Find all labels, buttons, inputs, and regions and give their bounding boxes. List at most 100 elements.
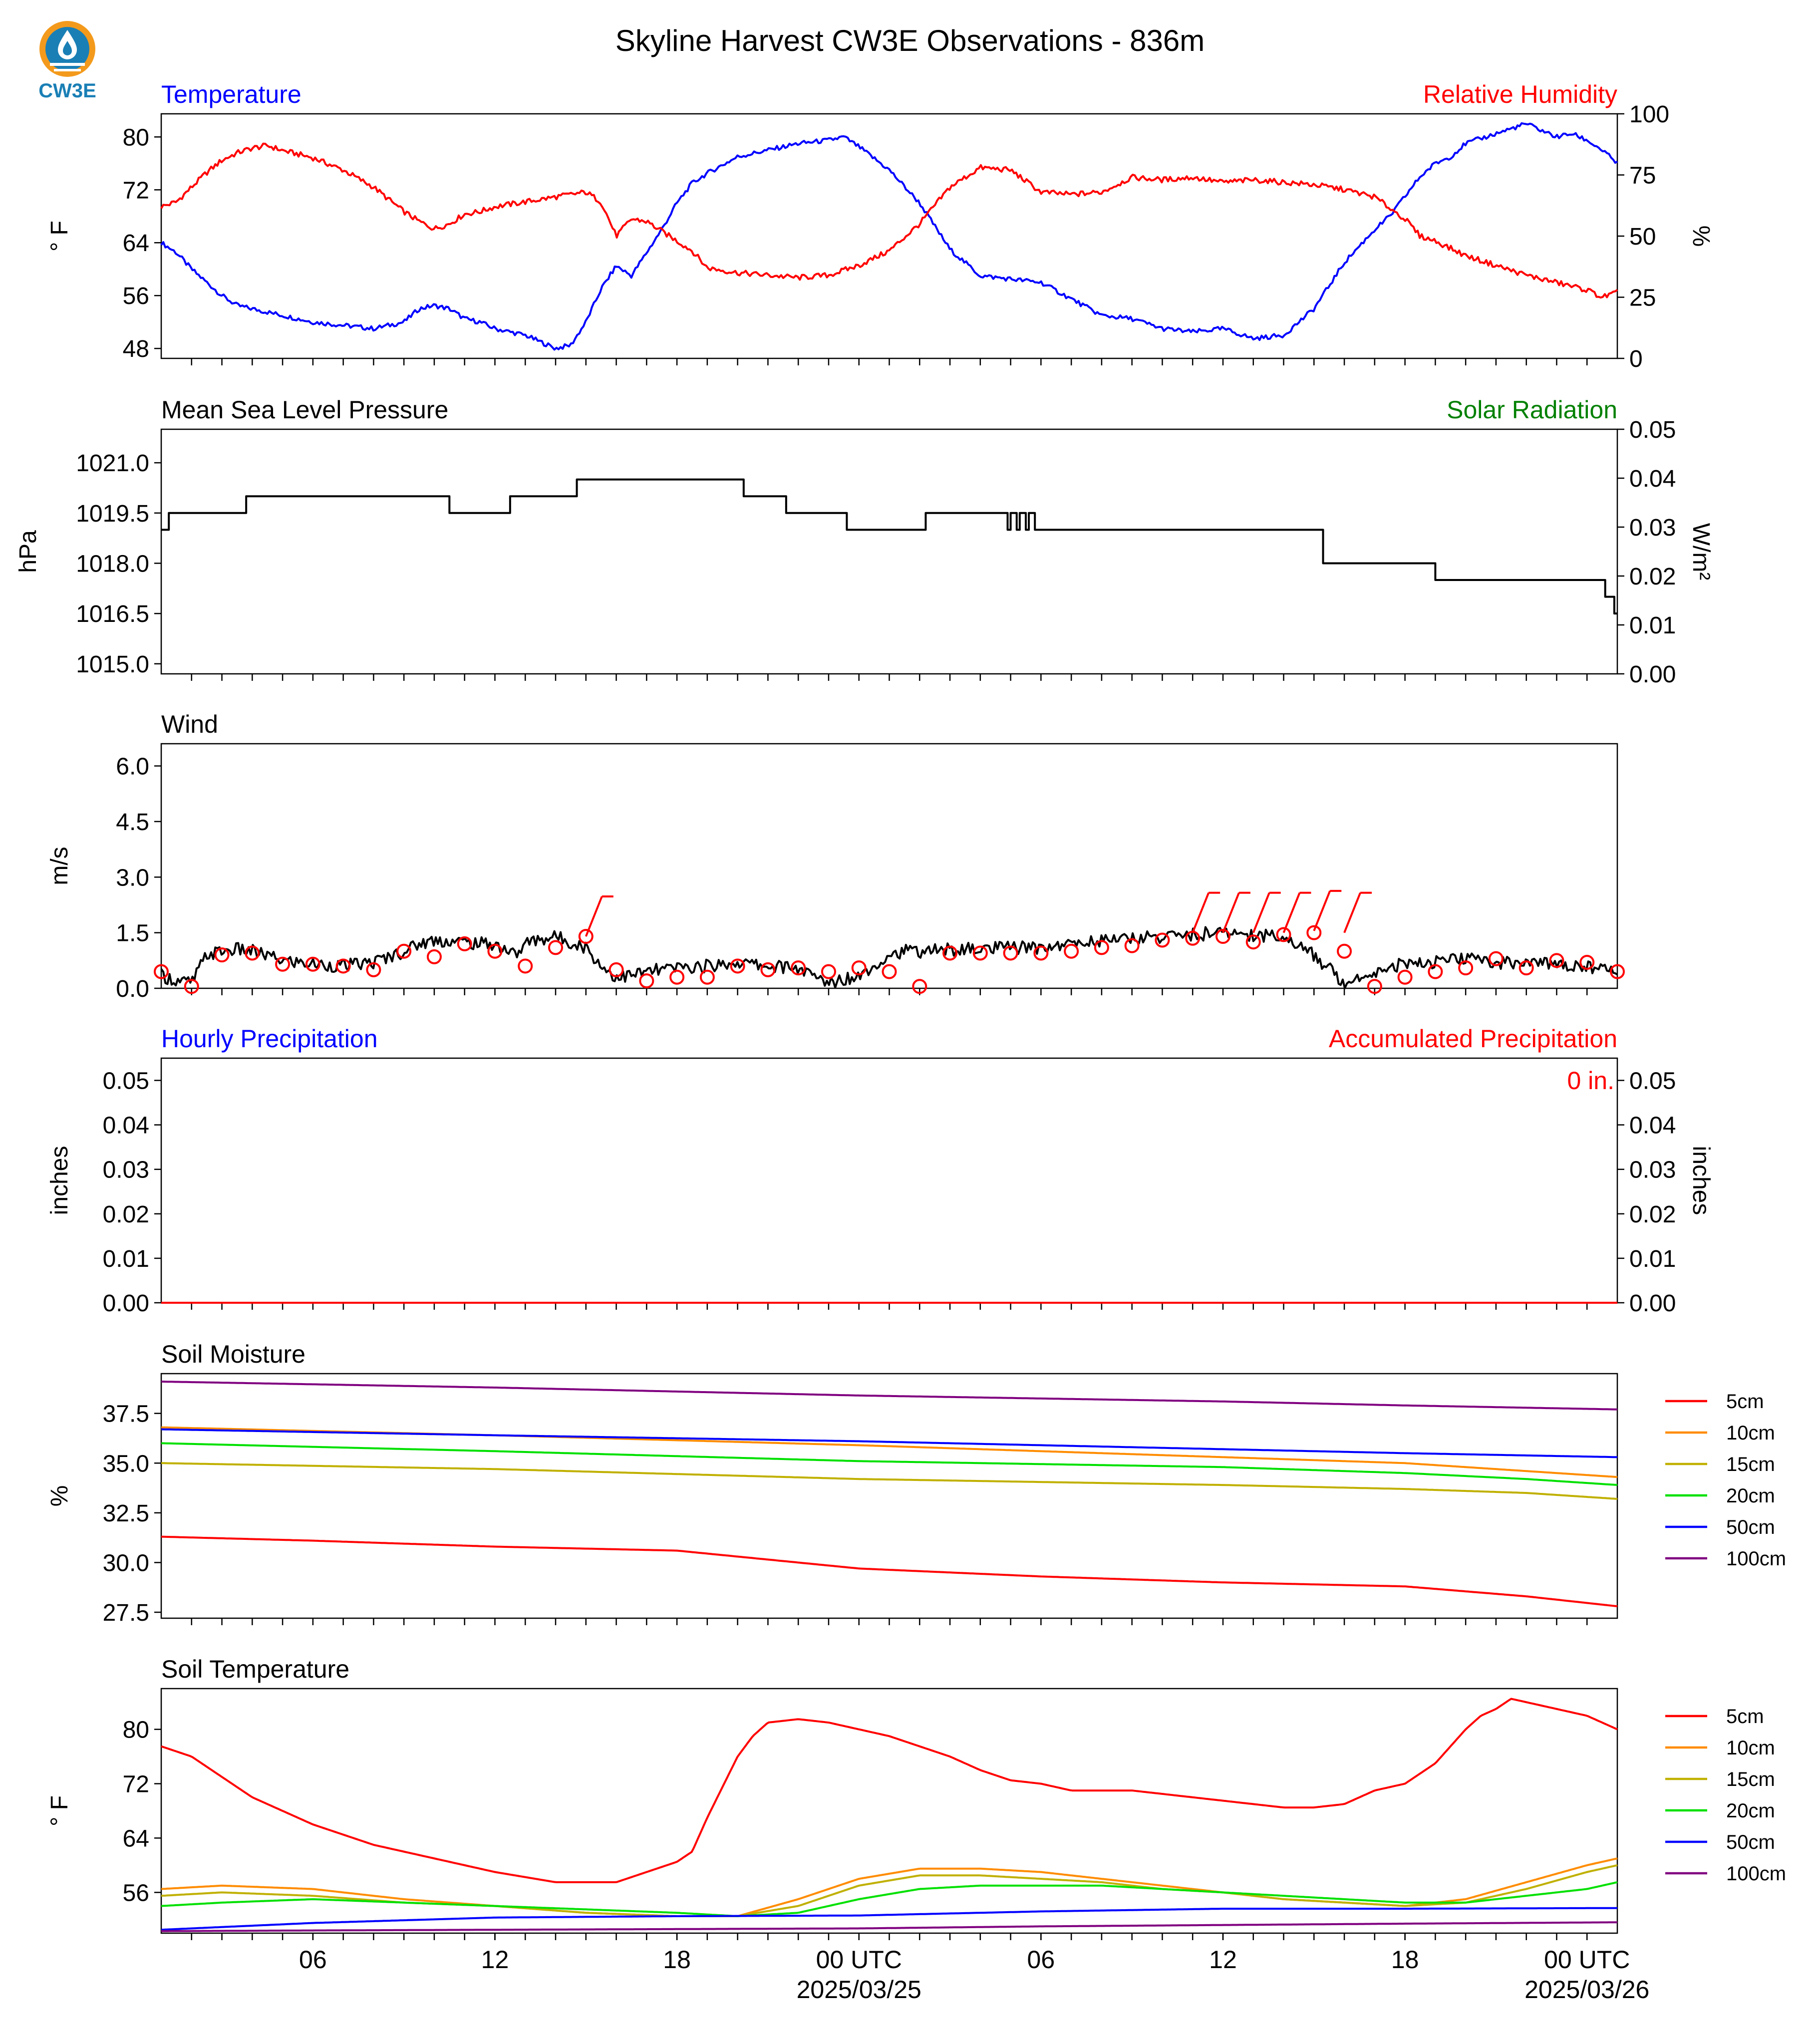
legend-label: 10cm: [1726, 1737, 1775, 1759]
y2-tick-label: 0.00: [1629, 661, 1676, 688]
y-tick-label: 0.01: [103, 1246, 149, 1272]
y2-axis-label: W/m²: [1688, 523, 1714, 580]
y2-tick-label: 100: [1629, 101, 1669, 128]
y-axis-label: m/s: [46, 847, 73, 885]
y-tick-label: 80: [123, 124, 149, 151]
plot-frame: [160, 113, 1618, 359]
y-tick-label: 80: [123, 1717, 149, 1743]
series-line: [161, 1921, 1617, 1932]
y-tick-label: 0.00: [103, 1290, 149, 1317]
y2-tick-label: 0.01: [1629, 1246, 1676, 1272]
wind-marker: [972, 945, 988, 961]
logo: CW3E: [30, 19, 105, 104]
y2-tick-label: 0.02: [1629, 564, 1676, 590]
wind-marker: [730, 958, 745, 974]
series-line: [161, 478, 1617, 615]
wind-marker: [1397, 969, 1413, 985]
series-line: [161, 1428, 1618, 1458]
y-tick-label: 1.5: [116, 920, 149, 947]
y-tick-label: 0.03: [103, 1157, 149, 1183]
y-axis-label: ° F: [46, 1795, 73, 1826]
series-line: [161, 1907, 1618, 1931]
wind-marker: [1124, 938, 1140, 953]
legend-label: 50cm: [1726, 1516, 1775, 1538]
y-tick-label: 1019.5: [76, 501, 149, 527]
y-tick-label: 27.5: [103, 1600, 149, 1626]
wind-marker: [1610, 964, 1625, 979]
wind-marker: [214, 947, 230, 963]
wind-marker: [639, 973, 654, 989]
y2-tick-label: 0: [1629, 346, 1643, 372]
x-date-label: 2025/03/25: [797, 1976, 921, 2004]
wind-marker: [245, 945, 260, 961]
y-tick-label: 1021.0: [76, 450, 149, 477]
y-tick-label: 72: [123, 177, 149, 204]
y2-tick-label: 0.05: [1629, 417, 1676, 443]
y-tick-label: 3.0: [116, 865, 149, 891]
wind-marker: [457, 936, 472, 951]
x-tick-label: 12: [1209, 1946, 1237, 1974]
wind-marker: [184, 979, 199, 994]
panel-right-title: Solar Radiation: [1447, 396, 1617, 424]
wind-marker: [1367, 979, 1382, 994]
panel-2: [154, 428, 1624, 681]
wind-marker: [1306, 925, 1322, 940]
wind-barb: [1192, 891, 1220, 933]
legend-label: 20cm: [1726, 1800, 1775, 1822]
wind-marker: [882, 964, 897, 979]
y-tick-label: 0.04: [103, 1113, 149, 1139]
figure-title: Skyline Harvest CW3E Observations - 836m: [615, 24, 1205, 57]
y2-tick-label: 0.00: [1629, 1290, 1676, 1317]
y-tick-label: 37.5: [103, 1401, 149, 1428]
wind-marker: [578, 929, 594, 944]
wind-marker: [1003, 945, 1018, 961]
wind-marker: [1155, 932, 1170, 948]
y-tick-label: 1016.5: [76, 601, 149, 627]
legend-label: 15cm: [1726, 1768, 1775, 1790]
y2-tick-label: 50: [1629, 224, 1656, 250]
wind-marker: [1215, 929, 1230, 944]
wind-marker: [487, 943, 503, 959]
panel-right-title: Accumulated Precipitation: [1329, 1025, 1617, 1053]
x-tick-label: 06: [1027, 1946, 1055, 1974]
plot-frame: [160, 428, 1618, 675]
series-line: [161, 1462, 1618, 1500]
logo-text: CW3E: [38, 80, 96, 102]
series-line: [160, 122, 1618, 351]
legend-label: 5cm: [1726, 1391, 1764, 1413]
wind-marker: [548, 940, 564, 955]
wind-marker: [1458, 960, 1474, 976]
legend-label: 100cm: [1726, 1863, 1786, 1885]
accumulated-total-label: 0 in.: [1567, 1067, 1614, 1095]
wind-marker: [396, 943, 412, 959]
panel-4: [154, 1057, 1624, 1310]
panel-title: Temperature: [161, 80, 302, 108]
wind-marker: [1579, 955, 1595, 970]
plot-frame: [160, 1057, 1618, 1304]
y-tick-label: 4.5: [116, 809, 149, 836]
x-tick-label: 00 UTC: [1544, 1946, 1630, 1974]
wind-marker: [760, 962, 776, 977]
wind-marker: [1245, 934, 1261, 950]
wind-marker: [699, 969, 715, 985]
y-axis-label: inches: [46, 1146, 73, 1215]
y2-axis-label: inches: [1688, 1146, 1714, 1215]
y-tick-label: 64: [123, 230, 149, 257]
legend-label: 50cm: [1726, 1831, 1775, 1853]
y-tick-label: 72: [123, 1771, 149, 1798]
y-tick-label: 0.0: [116, 976, 149, 1002]
y2-tick-label: 25: [1629, 285, 1656, 311]
y2-tick-label: 0.01: [1629, 612, 1676, 639]
y2-tick-label: 0.02: [1629, 1201, 1676, 1228]
panel-right-title: Relative Humidity: [1423, 80, 1617, 108]
y-tick-label: 30.0: [103, 1550, 149, 1576]
y-tick-label: 56: [123, 283, 149, 309]
wind-barb: [1313, 889, 1342, 931]
wind-marker: [305, 956, 320, 972]
panel-5: [154, 1373, 1707, 1625]
water-drop-sun-logo-icon: [39, 21, 95, 77]
series-line: [161, 1857, 1618, 1917]
wind-marker: [912, 979, 927, 994]
wind-barb: [1222, 891, 1250, 933]
